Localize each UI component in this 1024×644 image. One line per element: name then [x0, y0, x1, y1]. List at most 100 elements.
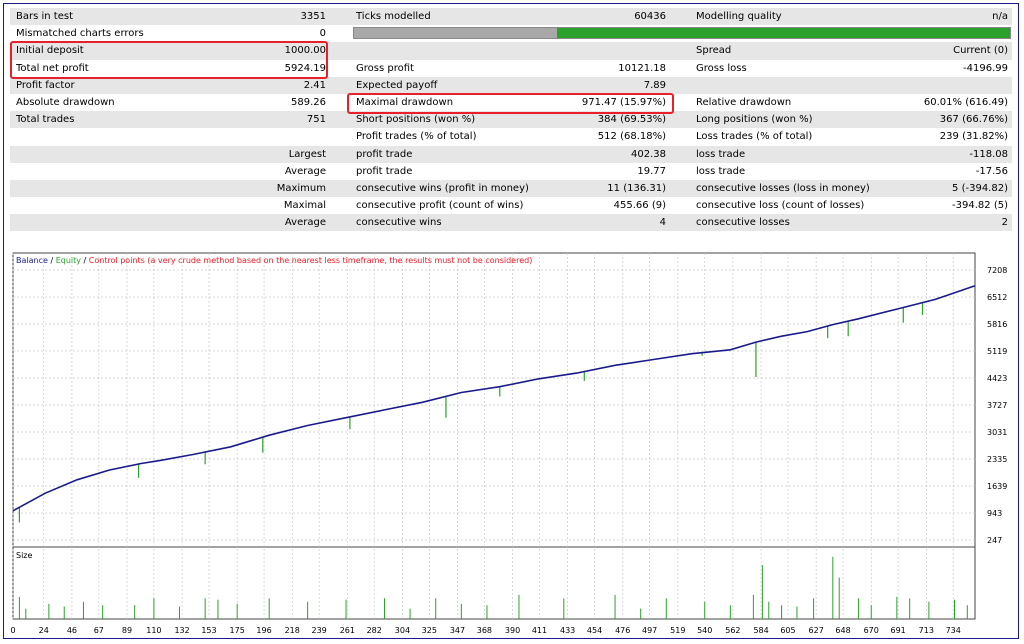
mismatched-errors-label: Mismatched charts errors	[16, 28, 144, 40]
x-tick-label: 67	[94, 626, 104, 635]
x-tick-label: 691	[891, 626, 906, 635]
maximal-consecutive-loss-value: -394.82 (5)	[952, 200, 1008, 212]
stats-row: Average consecutive wins 4 consecutive l…	[10, 214, 1012, 232]
expected-payoff-value: 7.89	[643, 79, 666, 91]
max-consecutive-losses-label: consecutive losses (loss in money)	[696, 182, 870, 194]
profit-factor-label: Profit factor	[16, 79, 75, 91]
total-net-profit-value: 5924.19	[284, 62, 326, 74]
maximal-consecutive-profit-value: 455.66 (9)	[613, 200, 666, 212]
x-tick-label: 433	[560, 626, 575, 635]
gross-profit-value: 10121.18	[618, 62, 666, 74]
legend-sep-2: /	[81, 256, 89, 265]
x-tick-label: 282	[367, 626, 382, 635]
stats-row: Average profit trade 19.77 loss trade -1…	[10, 163, 1012, 180]
x-tick-label: 562	[725, 626, 740, 635]
x-tick-label: 24	[39, 626, 49, 635]
stats-row: Absolute drawdown 589.26 Maximal drawdow…	[10, 94, 1012, 111]
gross-loss-value: -4196.99	[963, 62, 1008, 74]
ticks-modelled-label: Ticks modelled	[356, 11, 431, 22]
x-tick-label: 540	[697, 626, 712, 635]
modelling-quality-bar-gray	[354, 28, 558, 39]
maximum-prefix: Maximum	[276, 182, 326, 194]
average-prefix: Average	[284, 165, 326, 177]
legend-equity: Equity	[56, 256, 82, 265]
average-consecutive-wins-value: 4	[659, 217, 666, 229]
x-tick-label: 196	[256, 626, 271, 635]
legend-balance: Balance	[16, 256, 48, 265]
x-tick-label: 476	[615, 626, 630, 635]
average-consecutive-losses-label: consecutive losses	[696, 217, 790, 229]
largest-profit-trade-label: profit trade	[356, 148, 413, 160]
relative-drawdown-value: 60.01% (616.49)	[923, 96, 1008, 108]
stats-row: Total trades 751 Short positions (won %)…	[10, 111, 1012, 129]
long-positions-value: 367 (66.76%)	[939, 114, 1008, 126]
x-tick-label: 648	[835, 626, 850, 635]
x-tick-label: 347	[450, 626, 465, 635]
x-tick-label: 325	[422, 626, 437, 635]
loss-trades-value: 239 (31.82%)	[939, 131, 1008, 143]
maximal-drawdown-value: 971.47 (15.97%)	[581, 96, 666, 108]
average-consecutive-losses-value: 2	[1001, 217, 1008, 229]
profit-factor-value: 2.41	[303, 79, 326, 91]
balance-chart-svg: 7208 6512 5816 5119 4423 3727 3031 2335 1639 943 2…	[10, 252, 1007, 635]
profit-trades-value: 512 (68.18%)	[597, 131, 666, 143]
gross-loss-label: Gross loss	[696, 62, 747, 74]
x-tick-label: 46	[67, 626, 77, 635]
legend-sep-1: /	[48, 256, 56, 265]
y-tick-label: 7208	[987, 266, 1007, 275]
y-tick-label: 2335	[987, 455, 1007, 464]
x-tick-label: 0	[10, 626, 15, 635]
bars-in-test-label: Bars in test	[16, 11, 73, 22]
stats-row: Profit trades (% of total) 512 (68.18%) …	[10, 128, 1012, 145]
x-tick-label: 605	[780, 626, 795, 635]
stats-row: Profit factor 2.41 Expected payoff 7.89	[10, 76, 1012, 94]
x-tick-label: 519	[670, 626, 685, 635]
max-drawdown-highlight	[347, 93, 674, 114]
y-tick-label: 247	[987, 536, 1002, 545]
loss-trades-label: Loss trades (% of total)	[696, 131, 813, 143]
spread-label: Spread	[696, 45, 732, 57]
stats-row: Initial deposit 1000.00 Spread Current (…	[10, 42, 1012, 60]
profit-trades-label: Profit trades (% of total)	[356, 131, 477, 143]
x-tick-label: 89	[122, 626, 132, 635]
x-tick-label: 153	[201, 626, 216, 635]
x-tick-label: 175	[230, 626, 245, 635]
absolute-drawdown-value: 589.26	[291, 96, 326, 108]
x-tick-label: 218	[285, 626, 300, 635]
largest-profit-trade-value: 402.38	[631, 148, 666, 160]
x-tick-label: 390	[505, 626, 520, 635]
main-plot-area	[12, 252, 976, 548]
maximal-consecutive-profit-label: consecutive profit (count of wins)	[356, 200, 524, 212]
mismatched-errors-value: 0	[319, 28, 326, 40]
stats-row: Largest profit trade 402.38 loss trade -…	[10, 145, 1012, 163]
x-tick-label: 584	[753, 626, 768, 635]
stats-row: Total net profit 5924.19 Gross profit 10…	[10, 60, 1012, 77]
stats-table: Bars in test 3351 Ticks modelled 60436 M…	[10, 8, 1012, 232]
balance-line	[12, 285, 976, 512]
x-tick-label: 497	[642, 626, 657, 635]
largest-prefix: Largest	[288, 148, 326, 160]
maximal-drawdown-label: Maximal drawdown	[356, 96, 454, 108]
modelling-quality-label: Modelling quality	[696, 11, 782, 22]
average-profit-trade-value: 19.77	[637, 165, 666, 177]
stats-row: Maximum consecutive wins (profit in mone…	[10, 179, 1012, 198]
maximal-prefix: Maximal	[283, 200, 326, 212]
x-tick-label: 239	[312, 626, 327, 635]
relative-drawdown-label: Relative drawdown	[696, 96, 792, 108]
largest-loss-trade-value: -118.08	[969, 148, 1008, 160]
max-consecutive-wins-label: consecutive wins (profit in money)	[356, 182, 529, 194]
y-tick-label: 3031	[987, 428, 1007, 437]
average-loss-trade-label: loss trade	[696, 165, 746, 177]
x-tick-label: 627	[809, 626, 824, 635]
y-tick-label: 5816	[987, 320, 1007, 329]
short-positions-value: 384 (69.53%)	[597, 114, 666, 126]
max-consecutive-losses-value: 5 (-394.82)	[952, 182, 1008, 194]
x-tick-label: 670	[864, 626, 879, 635]
x-tick-label: 734	[946, 626, 961, 635]
x-tick-label: 713	[919, 626, 934, 635]
stats-row: Mismatched charts errors 0	[10, 25, 1012, 42]
stats-row: Bars in test 3351 Ticks modelled 60436 M…	[10, 8, 1012, 26]
legend-control-points: Control points (a very crude method base…	[89, 256, 533, 265]
modelling-quality-bar	[353, 27, 1011, 40]
total-trades-value: 751	[306, 114, 326, 126]
